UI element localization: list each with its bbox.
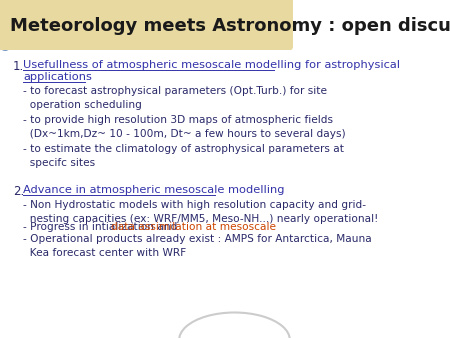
Circle shape	[0, 0, 30, 46]
Text: - Progress in intialization and: - Progress in intialization and	[23, 222, 181, 232]
Text: data assimilation at mesoscale: data assimilation at mesoscale	[111, 222, 276, 232]
Text: Advance in atmospheric mesoscale modelling: Advance in atmospheric mesoscale modelli…	[23, 185, 285, 195]
Text: - Operational products already exist : AMPS for Antarctica, Mauna
  Kea forecast: - Operational products already exist : A…	[23, 234, 372, 258]
Circle shape	[0, 14, 17, 50]
Text: Usefullness of atmospheric mesoscale modelling for astrophysical: Usefullness of atmospheric mesoscale mod…	[23, 60, 400, 70]
Text: - to forecast astrophysical parameters (Opt.Turb.) for site
  operation scheduli: - to forecast astrophysical parameters (…	[23, 86, 346, 168]
Text: applications: applications	[23, 72, 92, 82]
Text: Meteorology meets Astronomy : open discussion: Meteorology meets Astronomy : open discu…	[10, 17, 450, 35]
FancyBboxPatch shape	[0, 0, 293, 50]
Text: - Non Hydrostatic models with high resolution capacity and grid-
  nesting capac: - Non Hydrostatic models with high resol…	[23, 200, 379, 224]
Text: 1.: 1.	[13, 60, 24, 73]
Text: 2.: 2.	[13, 185, 24, 198]
